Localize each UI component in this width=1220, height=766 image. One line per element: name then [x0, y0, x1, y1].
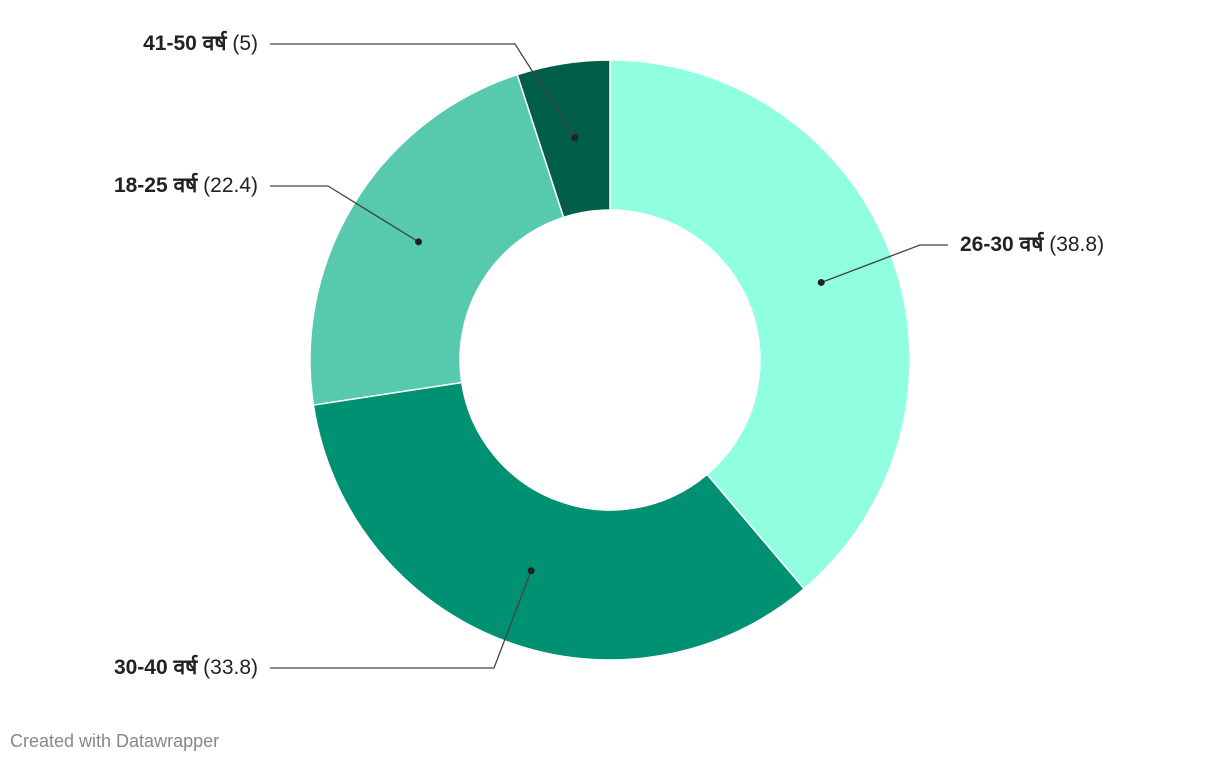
leader-line [270, 570, 532, 669]
donut-slice [609, 59, 911, 590]
leader-dot [527, 567, 535, 575]
leader-line [270, 43, 576, 139]
slice-category: 26-30 वर्ष [960, 231, 1044, 256]
leader-line [820, 244, 948, 284]
leader-line [270, 185, 419, 243]
slice-category: 41-50 वर्ष [143, 30, 227, 55]
slice-value: (22.4) [203, 174, 258, 197]
slice-value: (33.8) [203, 656, 258, 679]
slice-label: 18-25 वर्ष (22.4) [114, 172, 258, 197]
slice-category: 30-40 वर्ष [114, 654, 198, 679]
slice-label: 26-30 वर्ष (38.8) [960, 231, 1104, 256]
donut-slice [516, 59, 611, 219]
slice-label: 41-50 वर्ष (5) [143, 30, 258, 55]
footer: Created with Datawrapper [10, 731, 219, 751]
slice-label: 30-40 वर्ष (33.8) [114, 654, 258, 679]
slice-value: (38.8) [1049, 233, 1104, 256]
leader-dot [571, 134, 579, 142]
leader-dot [415, 238, 423, 246]
donut-slice [312, 381, 806, 661]
leader-dot [817, 278, 825, 286]
slice-value: (5) [232, 32, 258, 55]
slice-category: 18-25 वर्ष [114, 172, 198, 197]
donut-slice [309, 73, 565, 406]
